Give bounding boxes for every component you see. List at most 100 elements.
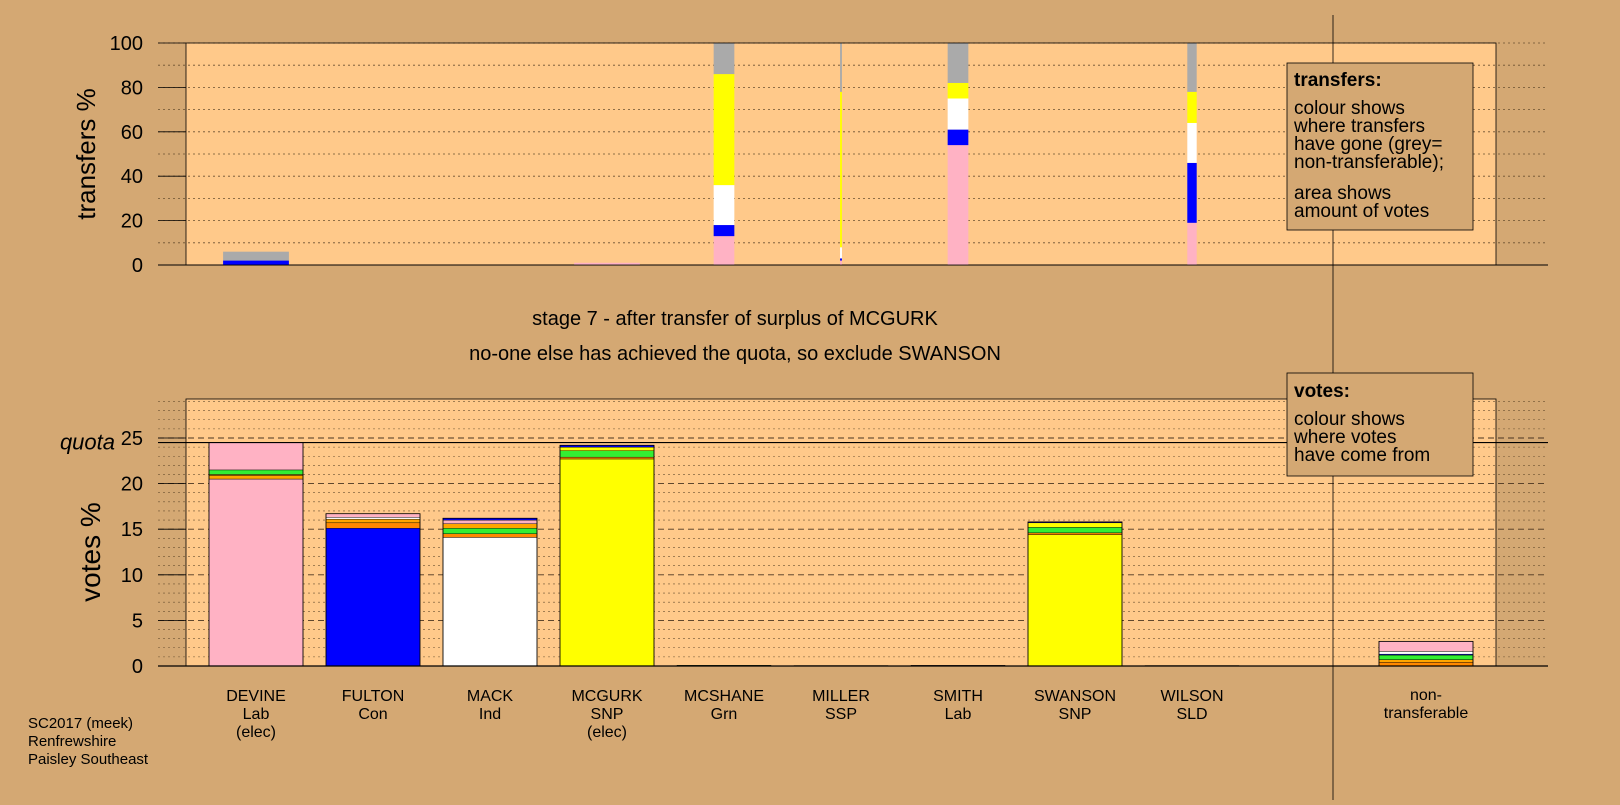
transfers-legend-line: have gone (grey= (1294, 134, 1442, 155)
transfers-legend-line: where transfers (1293, 116, 1425, 137)
vote-segment-mack (442, 533, 538, 538)
transfers-ytick-label: 40 (121, 166, 143, 188)
transfer-segment-smith (947, 145, 969, 265)
vote-segment-mack (442, 519, 538, 524)
chart-subtitle: no-one else has achieved the quota, so e… (469, 343, 1001, 365)
votes-legend-box (1286, 372, 1474, 477)
transfers-legend-line: non-transferable); (1294, 152, 1444, 173)
candidate-party-smith: Lab (945, 706, 972, 723)
candidate-name-miller: MILLER (812, 688, 870, 705)
transfer-segment-wilson (1187, 162, 1197, 223)
transfers-legend-box (1286, 62, 1474, 231)
vote-segment-swanson (1027, 527, 1123, 534)
transfers-ylabel: transfers % (71, 88, 101, 220)
transfer-segment-mcshane (713, 225, 735, 237)
transfer-segment-miller (840, 91, 842, 248)
transfer-segment-smith (947, 129, 969, 146)
transfer-segment-mcshane (713, 236, 735, 265)
chart-title: stage 7 - after transfer of surplus of M… (532, 308, 938, 330)
vote-segment-mcgurk (559, 446, 655, 451)
footer-line: Paisley Southeast (28, 751, 149, 768)
vote-segment-fulton (325, 517, 421, 520)
transfers-legend-line: colour shows (1294, 98, 1405, 119)
vote-segment-mcgurk (559, 458, 655, 667)
footer-line: Renfrewshire (28, 733, 116, 750)
candidate-name-mcgurk: MCGURK (571, 688, 642, 705)
transfers-ytick-label: 0 (132, 255, 143, 277)
vote-segment-fulton (325, 513, 421, 518)
votes-legend-line: where votes (1293, 427, 1396, 448)
quota-label: quota (60, 430, 115, 455)
candidate-party-mack: Ind (479, 706, 501, 723)
transfers-ytick-label: 60 (121, 122, 143, 144)
candidate-party-mcshane: Grn (711, 706, 738, 723)
transfer-segment-miller (840, 260, 842, 265)
vote-segment-devine (208, 469, 304, 475)
transfer-segment-devine (223, 260, 289, 265)
transfers-ytick-label: 80 (121, 77, 143, 99)
footer-line: SC2017 (meek) (28, 715, 133, 732)
vote-segment-fulton (325, 522, 421, 529)
transfer-segment-miller (840, 43, 842, 92)
transfers-ytick-label: 100 (110, 33, 143, 55)
candidate-name-mcshane: MCSHANE (684, 688, 764, 705)
vote-segment-swanson (1027, 534, 1123, 667)
transfers-ytick-label: 20 (121, 211, 143, 233)
vote-segment-swanson (1027, 522, 1123, 528)
candidate-party-fulton: Con (358, 706, 387, 723)
vote-segment-mack (442, 537, 538, 667)
votes-ytick-label: 10 (121, 565, 143, 587)
transfer-segment-wilson (1187, 43, 1197, 92)
transfer-segment-devine (223, 251, 289, 261)
vote-segment-devine (208, 442, 304, 471)
transfer-segment-wilson (1187, 122, 1197, 163)
candidate-name-wilson: WILSON (1160, 688, 1223, 705)
transfers-legend-title: transfers: (1294, 70, 1382, 91)
transfer-segment-wilson (1187, 222, 1197, 265)
votes-ytick-label: 15 (121, 519, 143, 541)
votes-ytick-label: 25 (121, 428, 143, 450)
candidate-party-mcgurk: SNP (591, 706, 624, 723)
transfer-segment-smith (947, 82, 969, 99)
votes-ylabel: votes % (75, 502, 106, 602)
transfer-segment-smith (947, 98, 969, 130)
vote-segment-non-transferable (1378, 659, 1474, 663)
candidate-party-wilson: SLD (1176, 706, 1207, 723)
vote-segment-swanson (1027, 532, 1123, 535)
candidate-status-mcgurk: (elec) (587, 724, 627, 741)
vote-segment-fulton (325, 528, 421, 667)
nontransferable-label: transferable (1384, 705, 1469, 722)
vote-segment-non-transferable (1378, 651, 1474, 655)
votes-legend-line: have come from (1294, 445, 1430, 466)
candidate-name-devine: DEVINE (226, 688, 286, 705)
candidate-party-devine: Lab (243, 706, 270, 723)
vote-segment-mcgurk (559, 450, 655, 458)
transfer-segment-miller (840, 247, 842, 259)
candidate-name-mack: MACK (467, 688, 514, 705)
candidate-name-smith: SMITH (933, 688, 983, 705)
transfer-segment-wilson (1187, 91, 1197, 123)
vote-segment-devine (208, 475, 304, 480)
transfer-segment-miller (840, 258, 842, 261)
vote-segment-mack (442, 523, 538, 529)
vote-segment-non-transferable (1378, 654, 1474, 660)
candidate-name-fulton: FULTON (342, 688, 405, 705)
nontransferable-label: non- (1410, 687, 1442, 704)
transfer-segment-mcshane (713, 43, 735, 75)
transfers-plot-frame (185, 42, 1497, 266)
votes-ytick-label: 0 (132, 656, 143, 678)
candidate-status-devine: (elec) (236, 724, 276, 741)
votes-ytick-label: 20 (121, 474, 143, 496)
transfer-segment-mcgurk (574, 262, 640, 265)
transfer-segment-smith (947, 43, 969, 83)
vote-segment-non-transferable (1378, 641, 1474, 652)
transfers-legend-line: area shows (1294, 183, 1391, 204)
transfer-segment-mcshane (713, 74, 735, 186)
candidate-name-swanson: SWANSON (1034, 688, 1116, 705)
vote-segment-devine (208, 478, 304, 667)
transfers-legend-line: amount of votes (1294, 201, 1429, 222)
vote-segment-mcgurk (559, 456, 655, 460)
candidate-party-swanson: SNP (1059, 706, 1092, 723)
